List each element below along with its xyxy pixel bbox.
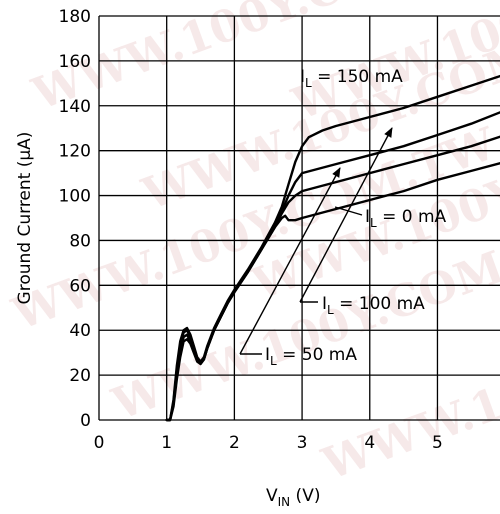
x-tick-label: 4	[364, 433, 375, 453]
tick-layer: 0204060801001201401601800123456	[59, 7, 500, 453]
y-tick-label: 120	[59, 142, 91, 162]
annot-layer: IL = 150 mA IL = 0 mA IL = 100 mA IL = 50 m…	[239, 67, 447, 368]
arrow-line	[299, 127, 393, 303]
x-axis-label-main: V	[266, 486, 278, 506]
y-tick-label: 40	[69, 321, 91, 341]
y-tick-label: 0	[80, 411, 91, 431]
x-tick-label: 5	[432, 433, 443, 453]
x-axis-label: VIN (V)	[266, 486, 320, 509]
y-tick-label: 160	[59, 52, 91, 72]
y-tick-label: 20	[69, 366, 91, 386]
series-annotation: IL = 100 mA	[322, 294, 425, 317]
y-tick-label: 140	[59, 97, 91, 117]
series-annotation: IL = 0 mA	[365, 207, 447, 230]
y-tick-label: 100	[59, 187, 91, 207]
x-tick-label: 2	[229, 433, 240, 453]
y-tick-label: 60	[69, 276, 91, 296]
y-axis-label: Ground Current (μA)	[15, 132, 35, 305]
x-axis-label-unit: (V)	[290, 486, 320, 506]
x-tick-label: 0	[94, 433, 105, 453]
y-tick-label: 180	[59, 7, 91, 27]
series-annotation: IL = 150 mA	[300, 67, 403, 90]
curve-layer	[165, 74, 500, 422]
x-tick-label: 3	[297, 433, 308, 453]
series-annotation: IL = 50 mA	[265, 345, 357, 368]
arrow-line	[239, 167, 341, 355]
y-tick-label: 80	[69, 231, 91, 251]
series-line	[165, 74, 500, 422]
x-tick-label: 1	[161, 433, 172, 453]
x-axis-label-sub: IN	[278, 495, 291, 509]
grid-layer	[98, 15, 500, 421]
